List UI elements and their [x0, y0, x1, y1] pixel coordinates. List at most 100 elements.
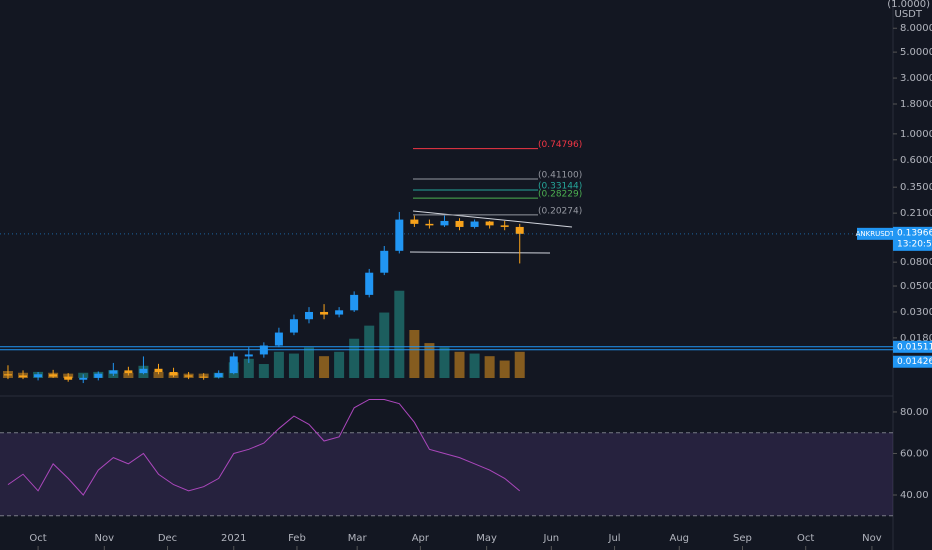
candle-body	[109, 370, 118, 374]
volume-bar	[439, 347, 450, 378]
candle-body	[229, 356, 238, 374]
volume-bar	[334, 351, 345, 378]
last-price-tag	[893, 226, 932, 251]
candle-body	[500, 225, 509, 227]
candle-body	[34, 374, 43, 378]
candle-body	[335, 310, 344, 315]
rsi-tick-label: 80.00	[900, 407, 929, 418]
fib-label: (0.74796)	[538, 140, 582, 150]
volume-bar	[319, 356, 330, 378]
symbol-label: ANKRUSDT	[856, 230, 895, 238]
candle-body	[470, 221, 479, 227]
y-tick-label: 1.80000	[900, 99, 932, 110]
trendline	[409, 251, 551, 254]
candle-body	[19, 375, 28, 378]
volume-bar	[273, 351, 284, 378]
x-tick-label: May	[476, 533, 497, 544]
x-tick-label: Jun	[543, 533, 560, 544]
x-tick-label: Aug	[670, 533, 690, 544]
x-tick-label: 2021	[221, 533, 246, 544]
fib-label: (0.41100)	[538, 171, 582, 181]
candle-body	[214, 373, 223, 378]
price-tag-label: 0.01426	[897, 357, 932, 367]
candle-body	[440, 220, 449, 226]
last-price-label: 0.13966	[897, 228, 932, 238]
rsi-tick-label: 60.00	[900, 448, 929, 459]
candle-body	[305, 311, 314, 320]
x-tick-label: Dec	[158, 533, 177, 544]
candle-body	[94, 373, 103, 378]
symbol-tag	[857, 227, 893, 240]
volume-bar	[409, 330, 420, 378]
x-tick-label: Sep	[733, 533, 752, 544]
candle-body	[350, 294, 359, 311]
countdown: 13:20:57	[897, 239, 932, 249]
candle-body	[79, 377, 88, 380]
rsi-band	[0, 432, 893, 516]
rsi-line	[7, 398, 521, 496]
candle-body	[515, 226, 524, 234]
volume-bar	[424, 343, 435, 378]
candle-body	[169, 372, 178, 376]
candle-body	[410, 219, 419, 224]
rsi-tick-label: 40.00	[900, 490, 929, 501]
volume-bar	[394, 290, 405, 378]
volume-bar	[243, 358, 254, 378]
candle-body	[455, 220, 464, 227]
candle-body	[365, 272, 374, 295]
candle-body	[64, 376, 73, 380]
volume-bar	[258, 364, 269, 378]
volume-bar	[379, 312, 390, 378]
candle-body	[139, 368, 148, 374]
candle-body	[485, 221, 494, 226]
candle-body	[274, 332, 283, 346]
candle-body	[320, 311, 329, 315]
price-tag-label: 0.01511	[897, 342, 932, 352]
fib-label: (0.20274)	[538, 206, 582, 216]
volume-bar	[304, 347, 315, 378]
x-tick-label: Oct	[29, 533, 46, 544]
x-tick-label: Apr	[412, 533, 430, 544]
volume-bar	[514, 351, 525, 378]
candle-body	[395, 219, 404, 251]
price-axis	[893, 0, 932, 550]
candle-body	[425, 223, 434, 226]
candle-body	[289, 319, 298, 333]
candle-body	[244, 354, 253, 357]
currency: USDT	[895, 9, 923, 20]
fib-label: (0.28229)	[538, 190, 582, 200]
volume-bar	[499, 360, 510, 378]
candle-body	[380, 250, 389, 273]
x-tick-label: Jul	[608, 533, 621, 544]
candle-body	[124, 370, 133, 374]
volume-bar	[454, 351, 465, 378]
candle-body	[184, 375, 193, 377]
candle-body	[3, 374, 12, 376]
x-tick-label: Feb	[288, 533, 306, 544]
x-tick-label: Nov	[95, 533, 115, 544]
trendline	[412, 210, 573, 228]
volume-bar	[484, 356, 495, 378]
volume-bar	[469, 353, 480, 378]
price-tag	[893, 340, 932, 353]
x-tick-label: Mar	[348, 533, 368, 544]
x-tick-label: Oct	[797, 533, 814, 544]
volume-bar	[153, 371, 164, 378]
price-tag	[893, 355, 932, 368]
volume-bar	[364, 325, 375, 378]
fib-label: (0.33144)	[538, 181, 582, 191]
volume-bar	[288, 353, 299, 378]
volume-bar	[349, 338, 360, 378]
